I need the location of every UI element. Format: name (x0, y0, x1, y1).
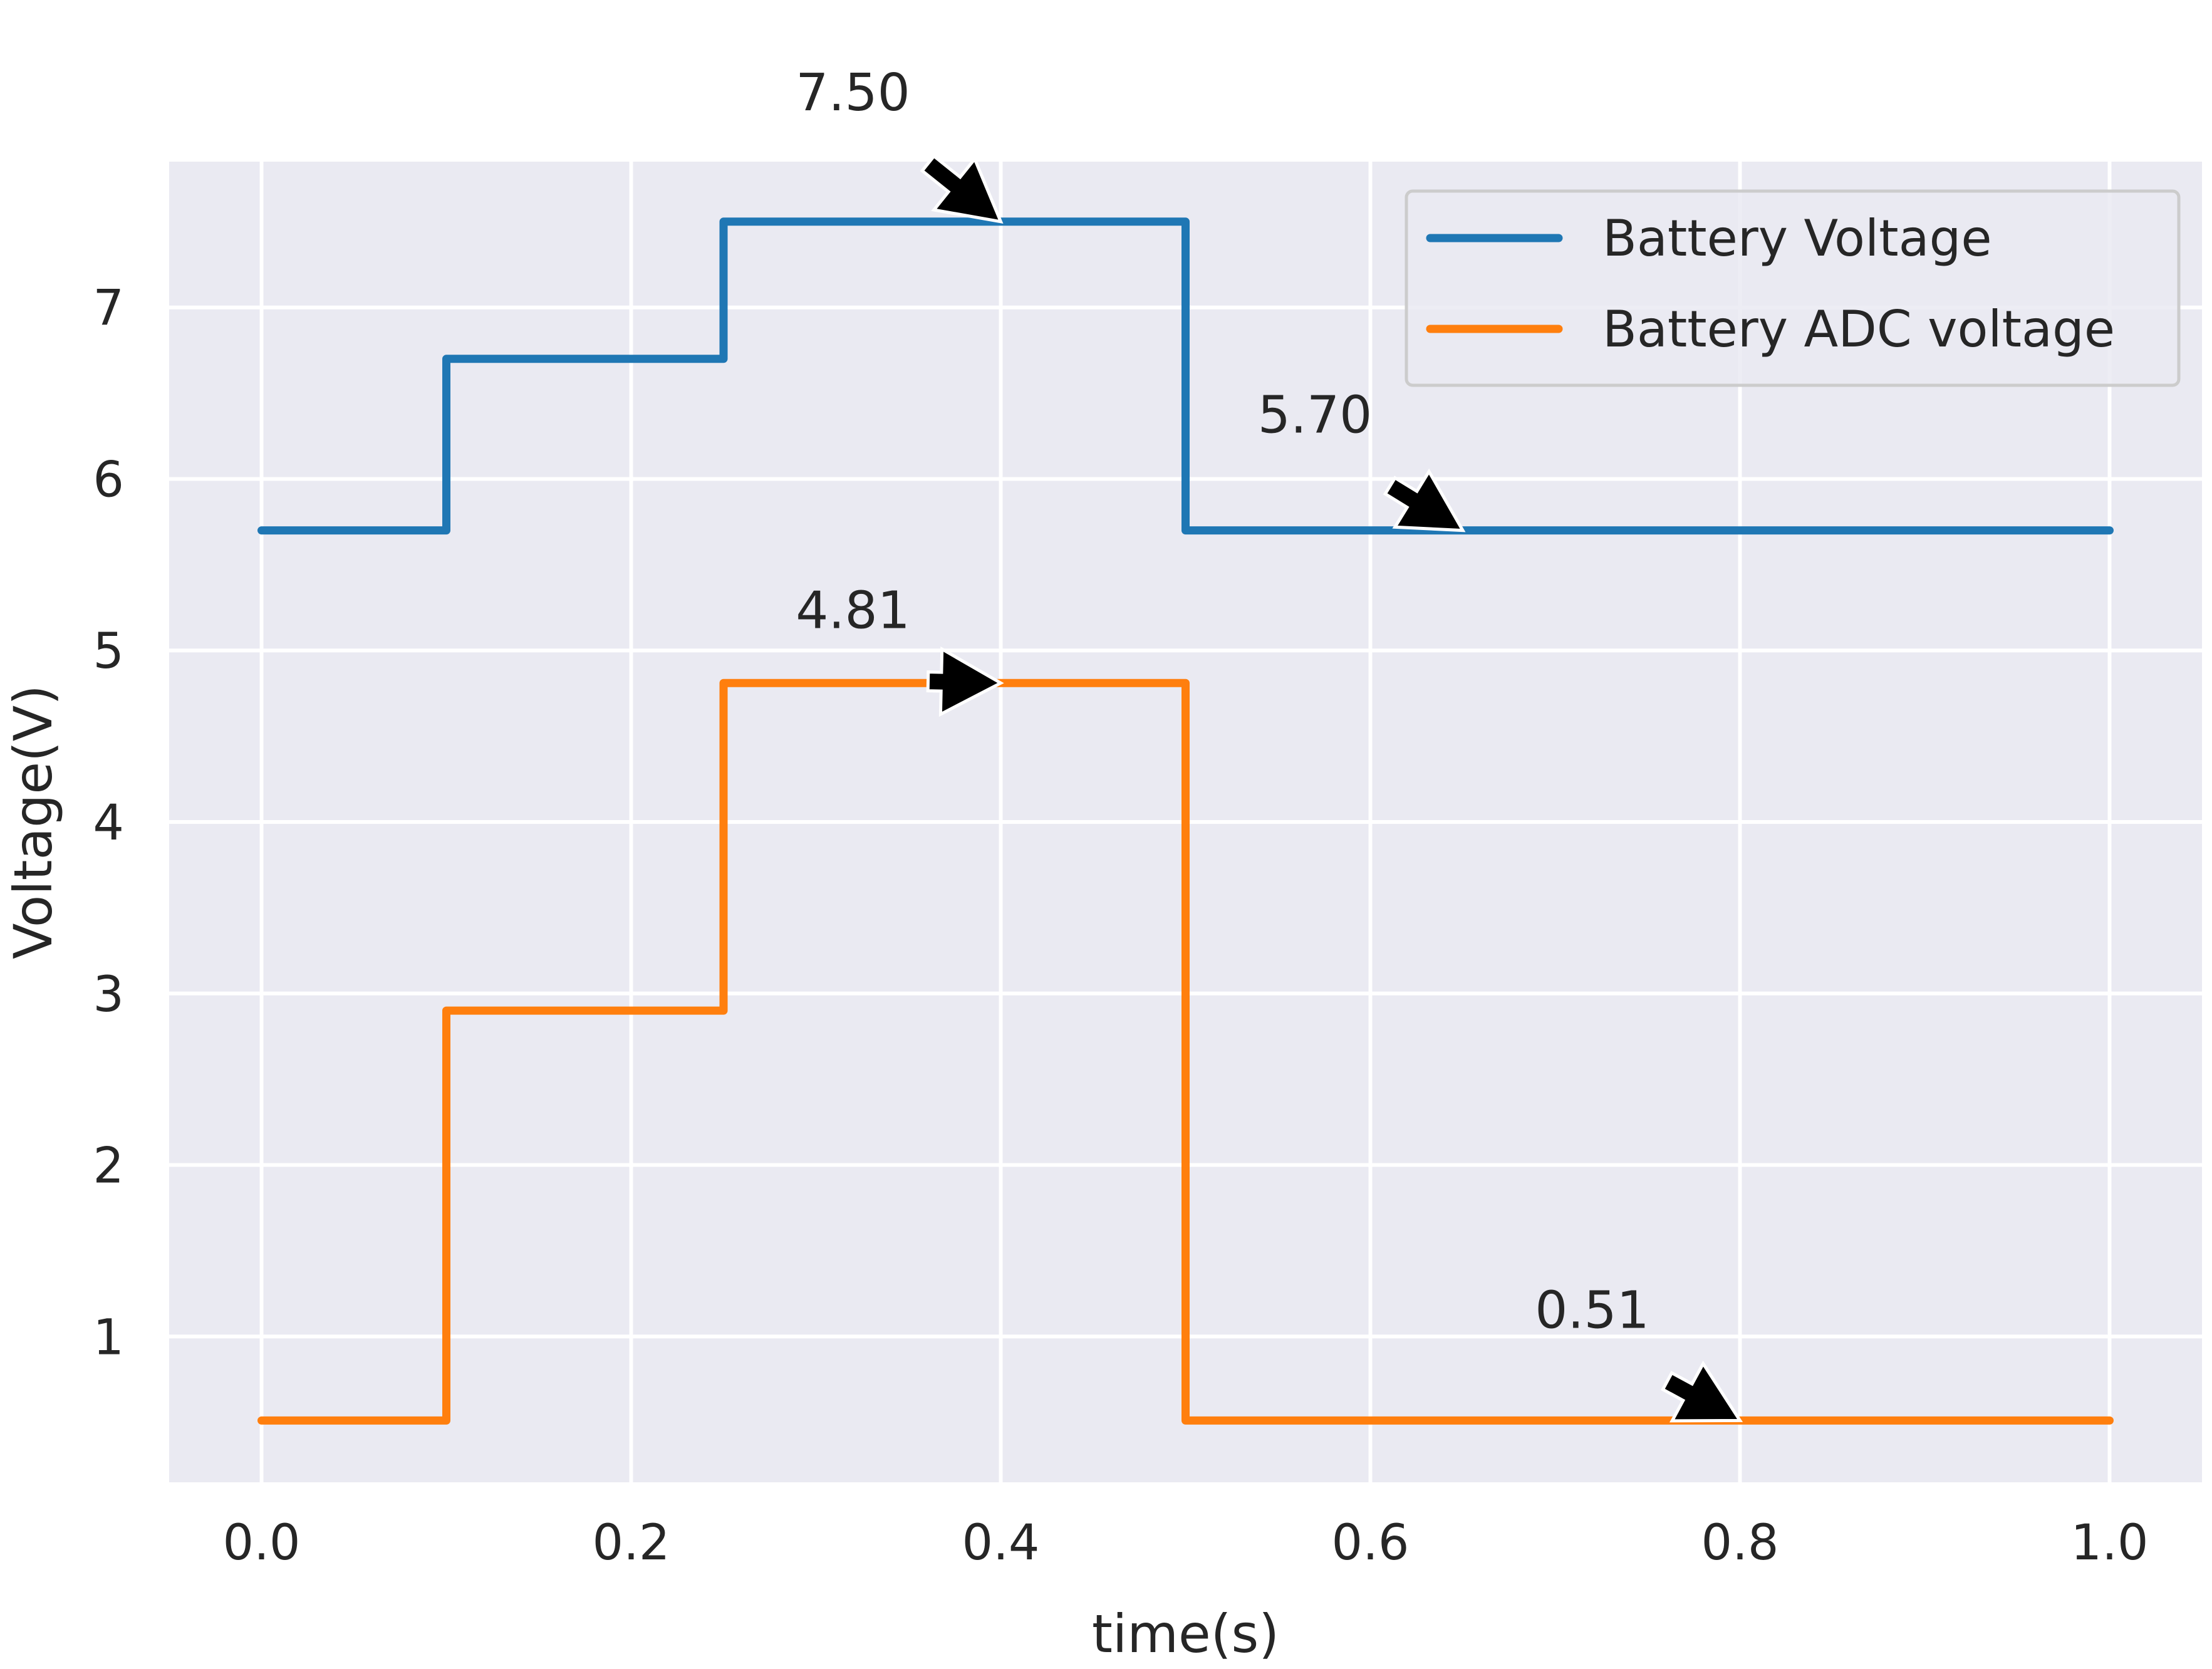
legend-label: Battery ADC voltage (1602, 300, 2115, 358)
series-line-2 (257, 679, 2114, 1425)
legend-box (1405, 189, 2181, 387)
y-tick-label: 3 (93, 967, 124, 1023)
y-tick-label: 7 (93, 281, 124, 337)
y-tick-label: 4 (93, 795, 124, 851)
y-tick-label: 1 (93, 1309, 124, 1366)
annotations: 7.50 5.70 4.81 0.51 (796, 63, 1743, 1423)
x-tick-label: 0.2 (592, 1515, 670, 1571)
x-tick-label: 0.8 (1701, 1515, 1778, 1571)
annotation-arrow (926, 646, 1004, 717)
y-tick-label: 2 (93, 1138, 124, 1195)
annotation-label: 0.51 (1535, 1281, 1649, 1341)
annotation-label: 7.50 (796, 63, 910, 123)
x-tick-label: 0.6 (1331, 1515, 1409, 1571)
series-line-1 (257, 217, 2114, 535)
x-tick-label: 0.0 (222, 1515, 300, 1571)
y-tick-label: 5 (93, 623, 124, 680)
x-tick-label: 1.0 (2070, 1515, 2148, 1571)
annotation-arrow (920, 153, 1004, 224)
y-tick-label: 6 (93, 452, 124, 508)
annotation-label: 4.81 (796, 581, 910, 641)
y-axis-label: Voltage(V) (3, 685, 64, 959)
annotation-arrow (1661, 1360, 1743, 1423)
x-tick-label: 0.4 (962, 1515, 1039, 1571)
x-axis-label: time(s) (1092, 1603, 1279, 1665)
legend: Battery Voltage Battery ADC voltage (1405, 189, 2181, 387)
annotation-label: 5.70 (1258, 386, 1373, 445)
annotation-arrow (1383, 468, 1466, 533)
legend-label: Battery Voltage (1602, 209, 1992, 268)
tick-labels: 0.0 0.2 0.4 0.6 0.8 1.0 1 2 3 4 5 6 7 (93, 281, 2148, 1571)
series-layer (257, 217, 2114, 1425)
